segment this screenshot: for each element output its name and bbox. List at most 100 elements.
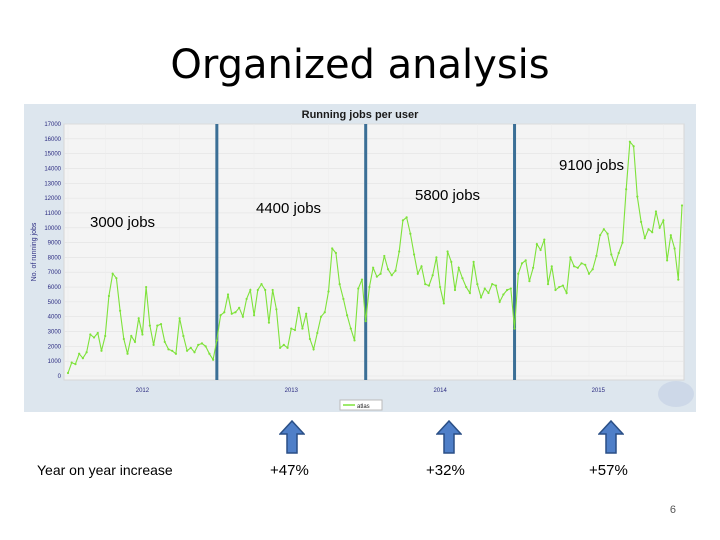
- data-point: [390, 274, 393, 277]
- data-point: [74, 363, 77, 366]
- data-point: [628, 140, 632, 143]
- data-point: [483, 287, 486, 290]
- data-point: [666, 259, 669, 262]
- data-point: [524, 259, 527, 262]
- yoy-2014-value: +32%: [426, 462, 465, 479]
- data-point: [561, 284, 565, 287]
- data-point: [100, 349, 103, 352]
- jobs-2015-label: 9100 jobs: [559, 157, 625, 174]
- y-tick-label: 5000: [48, 300, 62, 306]
- jobs-2012-label: 3000 jobs: [90, 214, 156, 231]
- year-label: 2014: [433, 388, 447, 394]
- data-point: [334, 251, 338, 255]
- data-point: [290, 327, 293, 330]
- y-tick-label: 8000: [48, 255, 62, 261]
- data-point: [606, 232, 609, 235]
- data-point: [78, 352, 81, 355]
- yoy-2013-value: +47%: [270, 462, 309, 479]
- data-point: [658, 226, 661, 229]
- data-point: [286, 346, 289, 349]
- data-point: [535, 242, 538, 246]
- data-point: [338, 282, 341, 286]
- data-point: [651, 231, 654, 234]
- data-point: [502, 293, 505, 296]
- up-arrow-icon: [598, 420, 624, 454]
- data-point: [639, 220, 643, 223]
- y-tick-label: 9000: [48, 241, 62, 247]
- data-point: [625, 188, 628, 191]
- data-point: [424, 282, 427, 286]
- data-point: [241, 315, 244, 318]
- data-point: [312, 348, 315, 351]
- y-tick-label: 10000: [44, 226, 61, 232]
- data-point: [171, 349, 174, 352]
- data-point: [520, 262, 524, 265]
- y-tick-label: 4000: [48, 315, 62, 321]
- up-arrow-icon: [436, 420, 462, 454]
- data-point: [197, 343, 200, 346]
- data-point: [349, 327, 352, 330]
- data-point: [587, 272, 591, 275]
- data-point: [572, 265, 576, 268]
- data-point: [654, 210, 658, 213]
- data-point: [252, 314, 256, 317]
- data-point: [130, 334, 133, 338]
- data-point: [528, 280, 531, 283]
- y-tick-label: 1000: [48, 359, 62, 365]
- data-point: [264, 288, 267, 292]
- data-point: [122, 337, 125, 341]
- data-point: [189, 346, 192, 349]
- chart-title: Running jobs per user: [302, 109, 419, 121]
- data-point: [353, 339, 356, 342]
- running-jobs-chart: 0 1000 2000 3000 4000 5000 6000 7000 8000 9000 100…: [24, 104, 696, 412]
- data-point: [669, 234, 672, 237]
- year-label: 2015: [592, 388, 606, 394]
- data-point: [368, 285, 371, 289]
- data-point: [554, 288, 557, 292]
- data-point: [677, 278, 680, 281]
- data-point: [569, 256, 572, 259]
- data-point: [249, 288, 252, 292]
- data-point: [159, 323, 163, 326]
- page-number: 6: [669, 504, 676, 516]
- data-point: [543, 238, 546, 241]
- data-point: [331, 247, 334, 250]
- data-point: [461, 277, 464, 280]
- data-point: [498, 300, 501, 303]
- plot-area: [63, 123, 685, 381]
- data-point: [282, 343, 285, 346]
- data-point: [308, 337, 311, 341]
- data-point: [301, 327, 304, 330]
- data-point: [431, 274, 434, 277]
- data-point: [305, 312, 308, 315]
- data-point: [327, 290, 330, 293]
- data-point: [208, 352, 211, 355]
- data-point: [163, 340, 166, 344]
- data-point: [200, 342, 204, 345]
- data-point: [643, 237, 646, 240]
- data-point: [487, 291, 490, 295]
- data-point: [238, 306, 241, 309]
- data-point: [219, 314, 222, 317]
- data-point: [107, 294, 111, 298]
- data-point: [405, 216, 408, 219]
- data-point: [245, 297, 248, 301]
- data-point: [465, 285, 468, 289]
- data-point: [439, 285, 442, 289]
- legend-label: atlas: [357, 404, 370, 410]
- data-point: [156, 324, 159, 327]
- data-point: [468, 291, 471, 295]
- data-point: [212, 358, 215, 361]
- data-point: [446, 250, 449, 253]
- data-point: [293, 328, 297, 332]
- data-point: [215, 339, 218, 342]
- data-point: [152, 343, 155, 346]
- data-point: [323, 311, 326, 314]
- data-point: [267, 321, 271, 324]
- data-point: [271, 288, 274, 292]
- data-point: [476, 282, 479, 286]
- series-line: [67, 140, 683, 374]
- yoy-increase-label: Year on year increase: [37, 462, 173, 478]
- data-point: [185, 349, 189, 352]
- y-tick-label: 17000: [44, 122, 61, 128]
